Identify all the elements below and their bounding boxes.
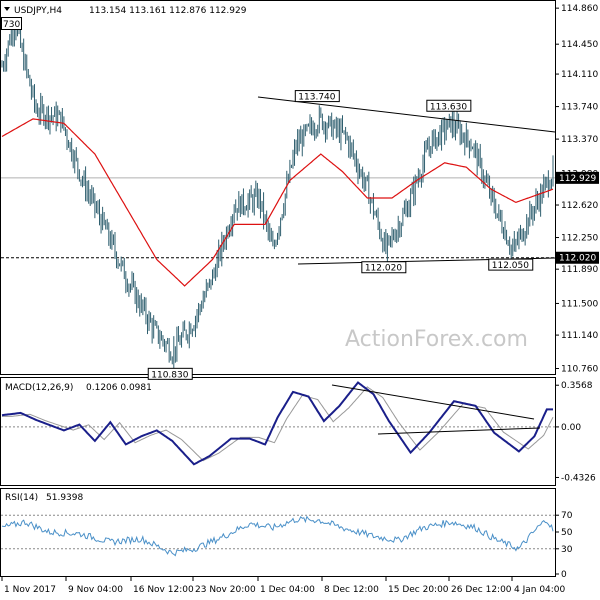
price-annotations: 113.740 113.630 112.020 112.050 110.830: [147, 90, 534, 380]
annotation-box: [361, 261, 407, 274]
moving-average-line: [1, 118, 554, 287]
macd-y-axis: 0.3568 0.00 -0.4326: [555, 381, 596, 483]
support-price-tag: [556, 251, 599, 264]
macd-values: 0.1206 0.0981: [86, 383, 152, 393]
price-tick-label: 110.760: [561, 364, 598, 374]
rsi-y-axis: 70 50 30 0: [555, 511, 573, 580]
price-tick-label: 114.860: [561, 4, 598, 14]
price-tick-label: 111.140: [561, 331, 598, 341]
rsi-tick-label: 0: [561, 570, 567, 580]
annotation-label: 113.630: [430, 102, 467, 112]
x-tick-label: 16 Nov 12:00: [133, 585, 194, 595]
rsi-line: [1, 515, 554, 557]
annotation-label: 112.050: [492, 261, 529, 271]
x-tick-label: 23 Nov 20:00: [195, 585, 256, 595]
current-price-value: 112.929: [559, 174, 596, 184]
annotation-label: 113.740: [298, 93, 335, 103]
annotation-box: [488, 258, 534, 271]
current-price-tag: [556, 171, 599, 184]
price-tick-label: 113.740: [561, 103, 598, 113]
annotation-label: 112.020: [365, 264, 402, 274]
ohlc-values: 113.154 113.161 112.876 112.929: [89, 6, 247, 16]
price-tick-label: 112.250: [561, 234, 598, 244]
x-tick-label: 15 Dec 20:00: [388, 585, 449, 595]
rsi-pane-frame: [0, 488, 556, 577]
rsi-tick-label: 70: [561, 511, 573, 521]
annotation-box: [294, 90, 340, 103]
price-tick-label: 112.620: [561, 201, 598, 211]
macd-tick-label: 0.3568: [561, 381, 593, 391]
macd-line: [1, 381, 553, 466]
annotation-box: [147, 367, 193, 380]
x-tick-label: 1 Dec 04:00: [260, 585, 315, 595]
price-tick-label: 111.890: [561, 265, 598, 275]
x-tick-label: 9 Nov 04:00: [68, 585, 123, 595]
macd-series: [1, 381, 555, 466]
symbol-timeframe: USDJPY,H4: [14, 6, 62, 16]
price-tick-label: 114.110: [561, 70, 598, 80]
price-tick-label: 114.450: [561, 40, 598, 50]
price-tick-label: 111.500: [561, 299, 598, 309]
annotation-label: 110.830: [151, 370, 188, 380]
macd-signal-line: [2, 386, 554, 462]
rsi-title: RSI(14): [5, 493, 38, 503]
resistance-trendline: [257, 96, 556, 133]
rsi-tick-label: 50: [561, 528, 573, 538]
price-pane-frame: [0, 0, 556, 375]
chart-header: USDJPY,H4 113.154 113.161 112.876 112.92…: [1, 6, 247, 30]
price-tick-label: 113.370: [561, 135, 598, 145]
x-tick-label: 4 Jan 04:00: [514, 585, 566, 595]
macd-title: MACD(12,26,9): [5, 383, 73, 393]
watermark: ActionForex.com: [345, 327, 528, 352]
support-price-value: 112.020: [559, 254, 596, 264]
annotation-box: [426, 99, 472, 112]
macd-tick-label: -0.4326: [561, 473, 596, 483]
price-y-axis: 114.860 114.450 114.110 113.740 113.370 112.9…: [555, 4, 599, 374]
rsi-series: [1, 514, 555, 557]
macd-tick-label: 0.00: [561, 423, 581, 433]
macd-resistance-trendline: [331, 384, 535, 420]
rsi-value: 51.9398: [46, 493, 83, 503]
corner-label: 730: [3, 20, 20, 30]
macd-support-trendline: [377, 427, 541, 435]
chevron-down-icon[interactable]: [4, 7, 10, 11]
macd-pane-frame: [0, 377, 556, 486]
rsi-tick-label: 30: [561, 545, 573, 555]
x-tick-label: 26 Dec 12:00: [451, 585, 512, 595]
price-series: [1, 22, 556, 369]
corner-label-box: [1, 17, 22, 30]
time-x-axis: 1 Nov 2017 9 Nov 04:00 16 Nov 12:00 23 Nov …: [1, 577, 566, 595]
x-tick-label: 1 Nov 2017: [4, 585, 56, 595]
x-tick-label: 8 Dec 12:00: [324, 585, 379, 595]
